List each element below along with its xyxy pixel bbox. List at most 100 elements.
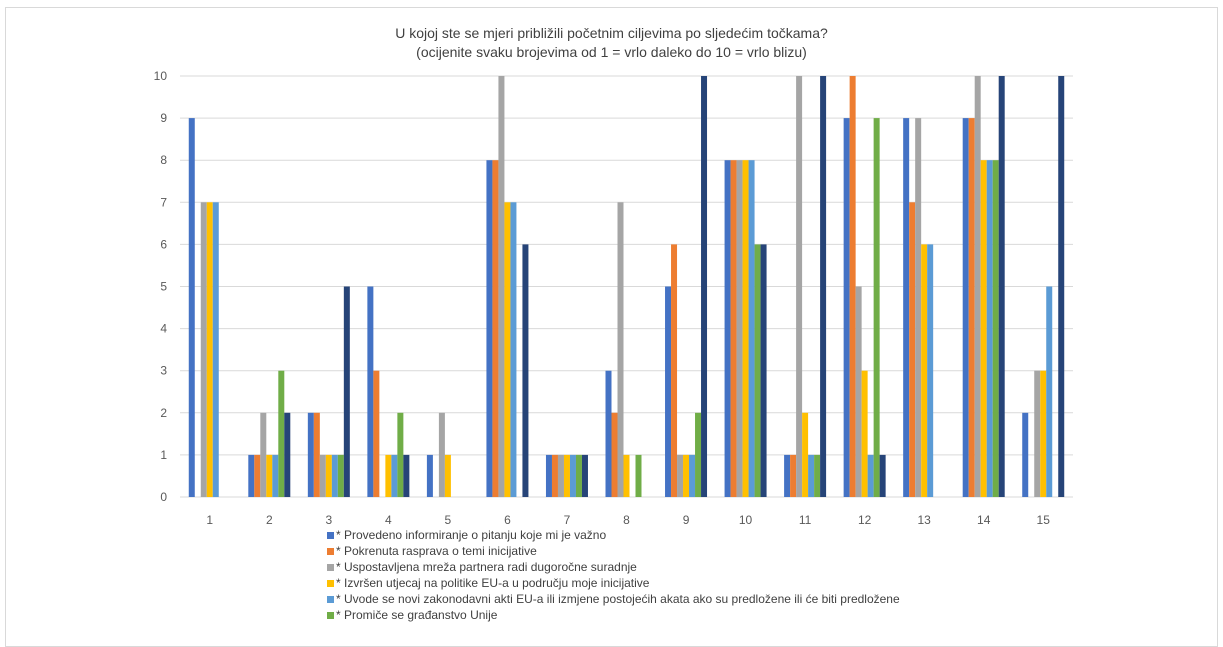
legend-item: * Pokrenuta rasprava o temi inicijative	[327, 543, 900, 559]
legend-label: * Uvode se novi zakonodavni akti EU-a il…	[336, 592, 900, 606]
legend-item: * Provedeno informiranje o pitanju koje …	[327, 527, 900, 543]
x-tick-label: 13	[917, 513, 931, 527]
y-tick-label: 3	[160, 364, 167, 378]
bar	[635, 454, 642, 497]
bar	[623, 454, 630, 497]
bar	[248, 454, 255, 497]
chart-legend: * Provedeno informiranje o pitanju koje …	[327, 527, 900, 623]
bar	[319, 454, 326, 497]
bar	[915, 118, 922, 497]
y-tick-label: 0	[160, 490, 167, 504]
bar	[617, 202, 624, 498]
y-tick-label: 1	[160, 448, 167, 462]
bar	[385, 454, 392, 497]
bar	[397, 412, 404, 497]
bar	[569, 454, 576, 497]
y-tick-label: 9	[160, 111, 167, 125]
bar	[1058, 76, 1065, 497]
bar	[557, 454, 564, 497]
bar	[760, 244, 767, 497]
bar	[968, 118, 975, 497]
y-tick-label: 8	[160, 153, 167, 167]
bar	[266, 454, 273, 497]
legend-label: * Pokrenuta rasprava o temi inicijative	[336, 544, 537, 558]
bar	[367, 286, 374, 497]
bar	[962, 118, 969, 497]
bar	[903, 118, 910, 497]
x-tick-label: 11	[799, 513, 812, 527]
legend-label: * Promiče se građanstvo Unije	[336, 608, 498, 622]
legend-swatch	[327, 595, 334, 603]
bar	[1046, 286, 1053, 497]
bar	[742, 160, 749, 497]
bar	[736, 160, 743, 497]
bar	[611, 412, 618, 497]
bar	[188, 118, 195, 497]
bar	[284, 412, 291, 497]
bar	[551, 454, 558, 497]
bar	[1040, 370, 1047, 497]
x-tick-label: 10	[739, 513, 753, 527]
bar	[605, 370, 612, 497]
bar	[689, 454, 696, 497]
bar	[879, 454, 886, 497]
legend-item: * Izvršen utjecaj na politike EU-a u pod…	[327, 575, 900, 591]
bar	[522, 244, 529, 497]
bar	[325, 454, 332, 497]
bar	[545, 454, 552, 497]
bar	[403, 454, 410, 497]
x-tick-label: 7	[564, 513, 571, 527]
legend-swatch	[327, 547, 334, 555]
legend-label: * Izvršen utjecaj na politike EU-a u pod…	[336, 576, 650, 590]
bar	[980, 160, 987, 497]
y-tick-label: 5	[160, 280, 167, 294]
bar	[695, 412, 702, 497]
bar	[486, 160, 493, 497]
x-tick-label: 8	[623, 513, 630, 527]
bar	[861, 370, 868, 497]
bar	[808, 454, 815, 497]
x-tick-label: 12	[858, 513, 872, 527]
bar	[426, 454, 433, 497]
bar	[1034, 370, 1041, 497]
bar	[575, 454, 582, 497]
bar	[313, 412, 320, 497]
bar	[444, 454, 451, 497]
x-tick-label: 6	[504, 513, 511, 527]
chart-subtitle: (ocijenite svaku brojevima od 1 = vrlo d…	[416, 44, 807, 60]
chart-title-block: U kojoj ste se mjeri približili početnim…	[0, 24, 1223, 62]
bar	[921, 244, 928, 497]
x-tick-label: 5	[445, 513, 452, 527]
bar	[790, 454, 797, 497]
bar	[683, 454, 690, 497]
bar	[677, 454, 684, 497]
legend-swatch	[327, 563, 334, 571]
bar	[998, 76, 1005, 497]
bar	[927, 244, 934, 497]
legend-item: * Uvode se novi zakonodavni akti EU-a il…	[327, 591, 900, 607]
bar	[307, 412, 314, 497]
bar	[992, 160, 999, 497]
legend-swatch	[327, 611, 334, 619]
x-tick-label: 14	[977, 513, 991, 527]
bar	[278, 370, 285, 497]
bar	[200, 202, 207, 498]
bar	[337, 454, 344, 497]
x-tick-label: 1	[206, 513, 213, 527]
y-tick-label: 10	[154, 69, 168, 83]
x-tick-label: 4	[385, 513, 392, 527]
bar	[855, 286, 862, 497]
legend-swatch	[327, 531, 334, 539]
bar	[701, 76, 708, 497]
bar	[438, 412, 445, 497]
bar	[581, 454, 588, 497]
bar	[873, 118, 880, 497]
bar	[212, 202, 219, 498]
bar	[510, 202, 517, 498]
bar	[802, 412, 809, 497]
legend-swatch	[327, 579, 334, 587]
bar	[563, 454, 570, 497]
bar	[730, 160, 737, 497]
bar	[796, 76, 803, 497]
